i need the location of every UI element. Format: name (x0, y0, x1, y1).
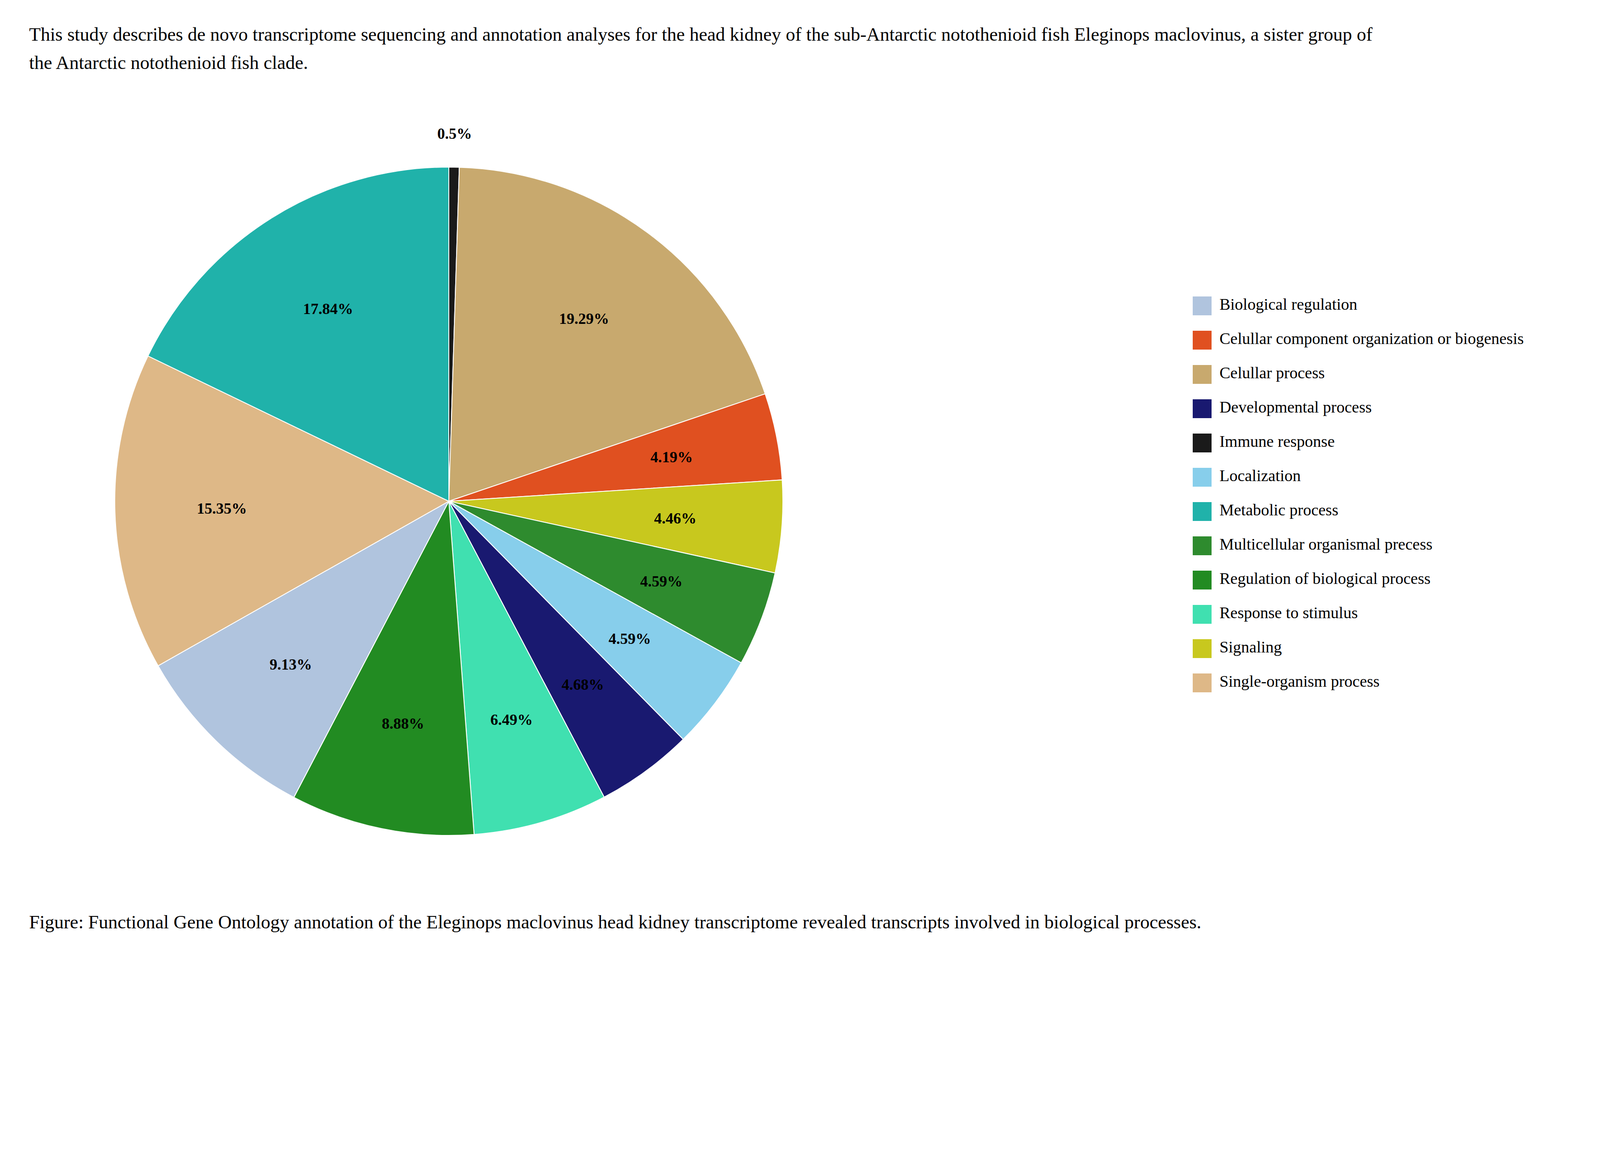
svg-text:4.59%: 4.59% (640, 572, 683, 590)
html-text:Celullar component organizatio: Celullar component organization or bioge… (1219, 329, 1524, 348)
html-text:Regulation of biological proce: Regulation of biological process (1219, 569, 1431, 588)
svg-text:15.35%: 15.35% (196, 499, 247, 517)
svg-text:4.46%: 4.46% (653, 509, 697, 527)
svg-text:9.13%: 9.13% (269, 655, 313, 673)
html-text:Metabolic process: Metabolic process (1219, 500, 1339, 519)
svg-text:4.19%: 4.19% (650, 448, 693, 466)
html-text:Response to stimulus: Response to stimulus (1219, 603, 1358, 622)
html-text:Immune response: Immune response (1219, 432, 1335, 451)
svg-text:4.68%: 4.68% (561, 675, 604, 693)
html-text:Signaling: Signaling (1219, 637, 1282, 656)
html-text:Single-organism process: Single-organism process (1219, 671, 1380, 690)
svg-text:19.29%: 19.29% (558, 310, 609, 328)
html-text:Developmental process: Developmental process (1219, 397, 1372, 416)
html-text:Celullar process: Celullar process (1219, 363, 1325, 382)
svg-text:17.84%: 17.84% (303, 300, 354, 318)
svg-text:8.88%: 8.88% (381, 714, 424, 732)
html-text:Localization: Localization (1219, 466, 1301, 485)
html-text:Biological regulation: Biological regulation (1219, 295, 1358, 314)
html-text:This study describes de novo t: This study describes de novo transcripto… (29, 23, 1373, 74)
html-text:Figure: Functional Gene Ontolo: Figure: Functional Gene Ontology annotat… (29, 911, 1202, 933)
html-text:Multicellular organismal prece: Multicellular organismal precess (1219, 534, 1433, 553)
svg-text:4.59%: 4.59% (608, 629, 651, 648)
svg-text:0.5%: 0.5% (437, 125, 472, 143)
svg-text:6.49%: 6.49% (490, 710, 533, 729)
